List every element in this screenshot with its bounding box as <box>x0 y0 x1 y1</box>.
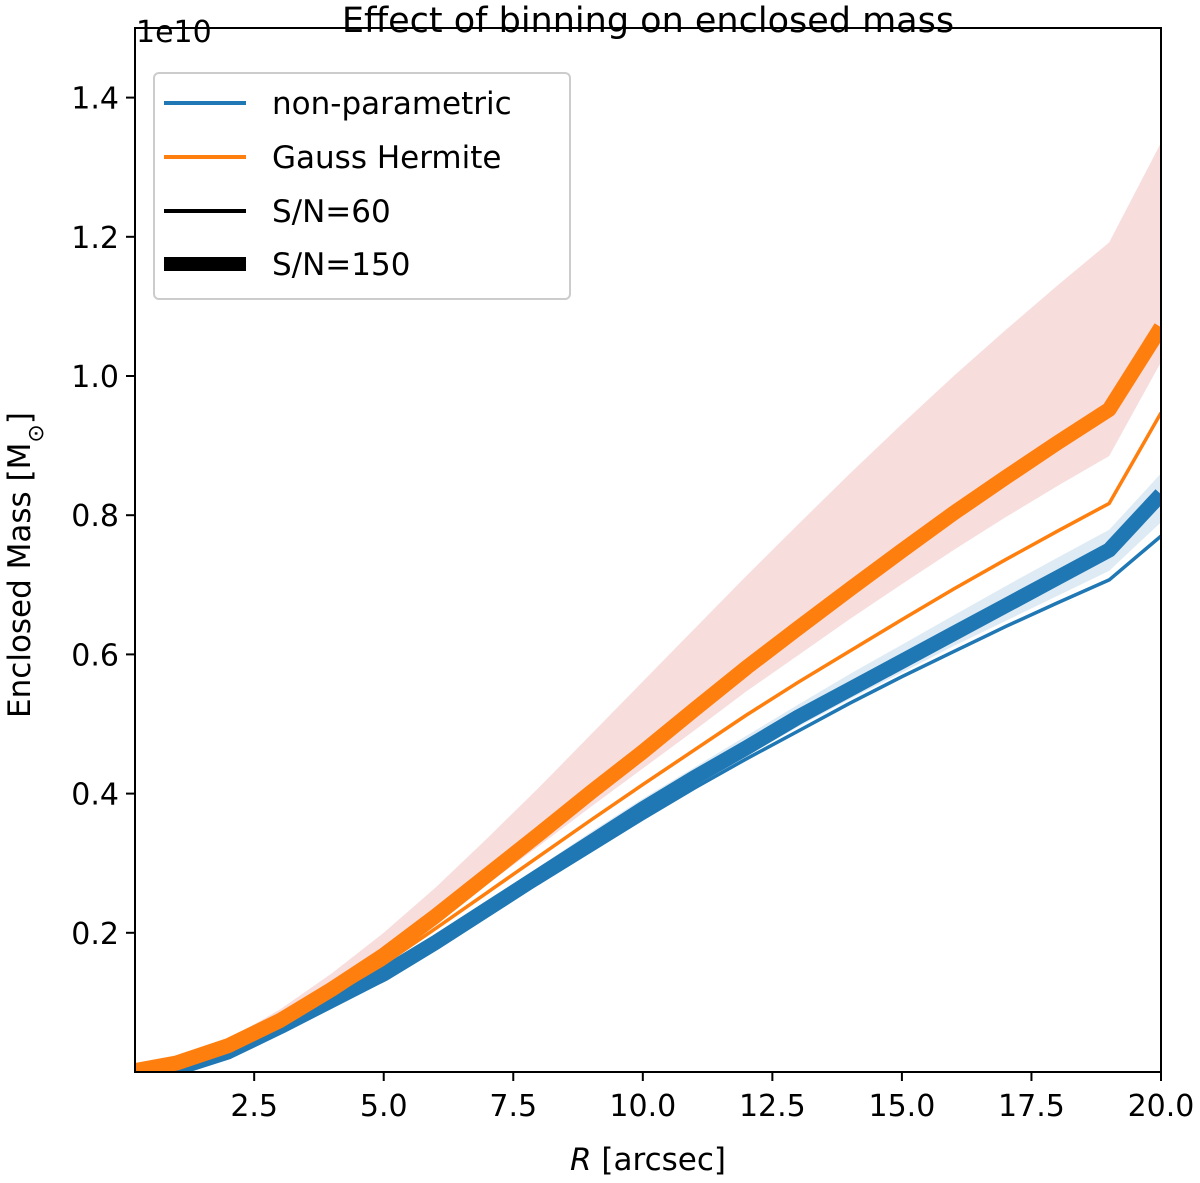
legend: non-parametric Gauss Hermite S/N=60 S/N=150 <box>153 72 571 300</box>
x-axis-ticks: 2.5 5.0 7.5 10.0 12.5 15.0 17.5 20.0 <box>230 1072 1194 1124</box>
chart-title: Effect of binning on enclosed mass <box>342 1 954 41</box>
axes-frame <box>134 27 1162 1073</box>
y-axis-ticks: 0.2 0.4 0.6 0.8 1.0 1.2 1.4 <box>71 82 135 952</box>
x-tick-label: 17.5 <box>998 1089 1065 1124</box>
x-tick-label: 20.0 <box>1128 1089 1195 1124</box>
y-tick-label: 1.4 <box>71 82 119 117</box>
band-0 <box>135 473 1161 1072</box>
legend-label: Gauss Hermite <box>272 140 501 176</box>
x-tick-label: 12.5 <box>739 1089 806 1124</box>
series-line-gauss-hermite-sn150 <box>135 323 1161 1072</box>
x-tick-label: 5.0 <box>360 1089 408 1124</box>
plot-area <box>135 142 1161 1072</box>
y-tick-label: 0.6 <box>71 638 119 673</box>
x-tick-label: 7.5 <box>489 1089 537 1124</box>
legend-box <box>153 72 571 300</box>
y-tick-label: 0.4 <box>71 778 119 813</box>
x-axis-label: R [arcsec] <box>570 1142 726 1178</box>
legend-label: non-parametric <box>272 86 512 122</box>
legend-label: S/N=60 <box>272 194 391 230</box>
y-axis-offset-text: 1e10 <box>136 15 212 50</box>
legend-label: S/N=150 <box>272 247 410 283</box>
x-tick-label: 2.5 <box>230 1089 278 1124</box>
y-tick-label: 1.0 <box>71 360 119 395</box>
series-lines <box>135 323 1161 1072</box>
y-axis-label: Enclosed Mass [M⊙] <box>2 412 49 718</box>
x-tick-label: 15.0 <box>869 1089 936 1124</box>
y-tick-label: 1.2 <box>71 221 119 256</box>
x-tick-label: 10.0 <box>609 1089 676 1124</box>
y-tick-label: 0.8 <box>71 499 119 534</box>
y-tick-label: 0.2 <box>71 917 119 952</box>
